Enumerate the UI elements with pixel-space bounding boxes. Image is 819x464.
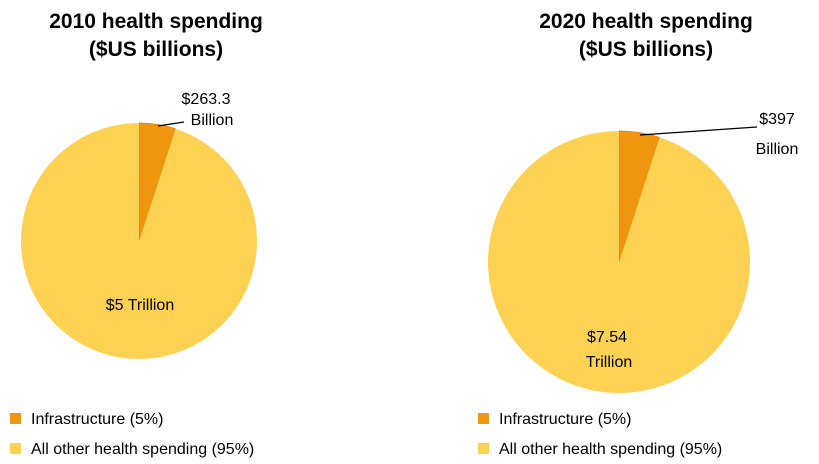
leader-line bbox=[639, 126, 758, 136]
pie-slice-other bbox=[20, 123, 257, 359]
legend-swatch-other bbox=[478, 443, 489, 454]
chart-title-line2: ($US billions) bbox=[89, 38, 223, 61]
chart-title-line2: ($US billions) bbox=[579, 38, 713, 61]
data-label-infrastructure-line1: $397 bbox=[759, 111, 795, 128]
data-label-other-line2: Trillion bbox=[586, 354, 633, 371]
legend-swatch-infrastructure bbox=[10, 413, 21, 424]
leader-line bbox=[157, 121, 185, 127]
data-label-other-line1: $7.54 bbox=[587, 329, 627, 346]
data-label-other: $5 Trillion bbox=[106, 297, 174, 314]
chart-2010: 2010 health spending ($US billions) $263… bbox=[10, 10, 263, 458]
pie-slice-infrastructure bbox=[618, 130, 660, 263]
data-label-infrastructure-line1: $263.3 bbox=[182, 91, 231, 108]
pie-slice-other bbox=[488, 131, 751, 393]
pie-slice-infrastructure bbox=[138, 122, 176, 242]
legend-label-other: All other health spending (95%) bbox=[31, 441, 254, 458]
legend-label-infrastructure: Infrastructure (5%) bbox=[499, 411, 631, 428]
chart-2020: 2020 health spending ($US billions) $397… bbox=[478, 10, 798, 458]
chart-title-line1: 2020 health spending bbox=[539, 10, 753, 33]
data-label-infrastructure-line2: Billion bbox=[756, 141, 799, 158]
legend-label-infrastructure: Infrastructure (5%) bbox=[31, 411, 163, 428]
legend-swatch-other bbox=[10, 443, 21, 454]
data-label-infrastructure-line2: Billion bbox=[191, 112, 234, 129]
chart-title-line1: 2010 health spending bbox=[49, 10, 263, 33]
legend-swatch-infrastructure bbox=[478, 413, 489, 424]
legend-label-other: All other health spending (95%) bbox=[499, 441, 722, 458]
